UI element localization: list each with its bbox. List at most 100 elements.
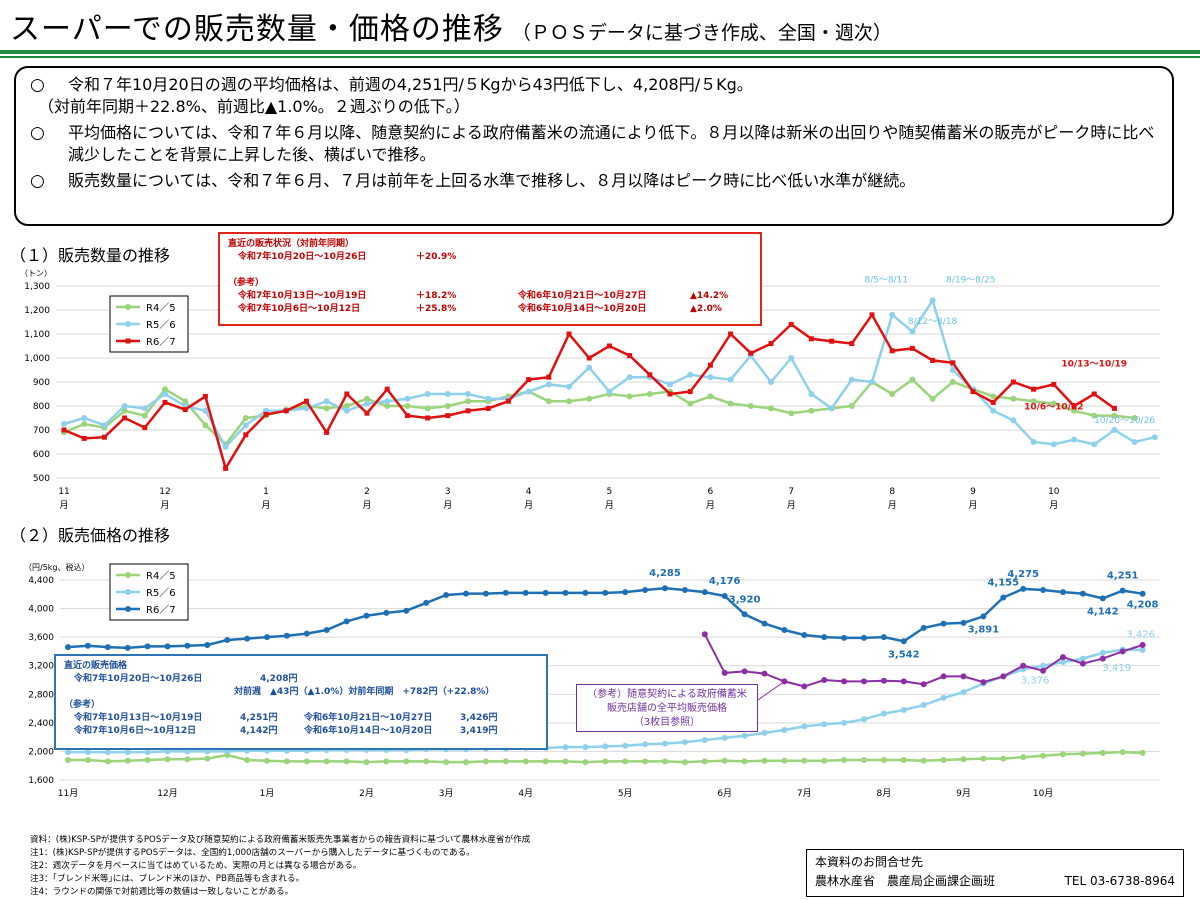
- price-series-point-1: [781, 727, 788, 733]
- price-series-point-2: [264, 634, 270, 641]
- section-1-label: （１）販売数量の推移: [10, 246, 171, 265]
- volume-series-point-0: [1030, 398, 1037, 405]
- price-x-tick-label: 11月: [58, 788, 78, 799]
- volume-legend-marker: [125, 321, 131, 327]
- price-series-point-1: [144, 749, 151, 756]
- price-series-point-0: [1079, 750, 1086, 757]
- price-point-label: 4,275: [1007, 569, 1039, 580]
- volume-legend-label: R4／5: [146, 302, 176, 314]
- price-series-point-0: [542, 758, 549, 765]
- page-title: スーパーでの販売数量・価格の推移 （ＰＯＳデータに基づき作成、全国・週次）: [10, 4, 892, 48]
- price-series-point-2: [761, 620, 768, 627]
- price-series-point-0: [940, 757, 947, 763]
- price-point-label: 4,142: [1087, 606, 1119, 617]
- volume-series-point-0: [1071, 407, 1077, 414]
- price-x-tick-label: 1月: [260, 788, 275, 799]
- price-series-point-0: [383, 758, 390, 765]
- volume-series-point-1: [889, 311, 896, 318]
- volume-series-point-2: [869, 312, 875, 318]
- volume-series-point-2: [889, 348, 895, 354]
- price-legend-label: R4／5: [146, 570, 176, 582]
- volume-series-point-0: [323, 405, 330, 412]
- price-series-point-2: [244, 635, 251, 642]
- price-series-point-1: [582, 744, 589, 751]
- volume-series-point-0: [141, 412, 148, 419]
- volume-x-tick-label: 6: [708, 487, 714, 497]
- price-y-tick-label: 3,600: [28, 633, 54, 643]
- volume-series-point-2: [829, 338, 835, 344]
- price-series-point-0: [741, 758, 748, 765]
- price-r3-value: 4,142円: [240, 726, 278, 736]
- volume-x-tick-unit: 月: [362, 500, 371, 511]
- price-series-point-0: [920, 757, 927, 764]
- price-series-point-1: [662, 740, 668, 747]
- contact-label: 本資料のお問合せ先: [815, 855, 924, 869]
- contact-box: 本資料のお問合せ先 農林水産省 農産局企画課企画班 TEL 03-6738-896…: [806, 849, 1184, 897]
- volume-series-point-2: [223, 465, 229, 471]
- volume-series-point-2: [1051, 381, 1057, 387]
- price-r1-change: 対前週 ▲43円（▲1.0%）対前年同期 +782円（+22.8%）: [234, 687, 495, 697]
- volume-series-point-1: [303, 405, 310, 412]
- price-series-point-2: [184, 642, 191, 649]
- volume-y-tick-label: 1,200: [24, 306, 50, 316]
- volume-series-point-0: [384, 403, 391, 409]
- volume-annotation: 10/6～10/12: [1024, 403, 1083, 413]
- bullet-1-text: 令和７年10月20日の週の平均価格は、前週の4,251円/５Kgから43円低下し…: [68, 75, 753, 94]
- volume-series-point-0: [768, 405, 774, 412]
- volume-series-point-0: [162, 386, 168, 393]
- price-series-point-0: [65, 757, 71, 763]
- price-point-label: 4,208: [1127, 600, 1159, 611]
- volume-series-point-2: [970, 389, 976, 395]
- volume-series-point-2: [445, 413, 451, 419]
- volume-r2-period: 令和7年10月13日～10月19日: [238, 291, 367, 301]
- price-series-point-2: [960, 619, 967, 626]
- price-series-point-1: [642, 741, 649, 748]
- price-series-point-2: [841, 634, 848, 641]
- volume-series-point-2: [687, 389, 693, 395]
- volume-series-point-1: [424, 391, 431, 397]
- price-series-point-2: [124, 644, 131, 651]
- price-r2-prev-period: 令和6年10月21日～10月27日: [304, 713, 433, 723]
- price-series-point-0: [104, 758, 111, 765]
- volume-box-heading: 直近の販売状況（対前年同期）: [228, 239, 355, 249]
- price-point-label: 4,155: [987, 578, 1019, 589]
- price-series-point-2: [1099, 595, 1106, 602]
- volume-series-point-2: [122, 415, 128, 421]
- volume-series-point-0: [202, 422, 209, 429]
- volume-series-point-0: [788, 410, 795, 417]
- volume-annotation: 8/12～8/18: [908, 317, 958, 327]
- volume-series-point-1: [1131, 439, 1138, 445]
- volume-x-tick-label: 12: [159, 487, 170, 497]
- price-series-point-2: [84, 642, 91, 649]
- price-x-tick-label: 5月: [618, 788, 633, 799]
- volume-series-point-1: [869, 379, 875, 385]
- price-series-point-0: [463, 759, 469, 766]
- price-series-point-2: [403, 607, 410, 614]
- volume-series-point-1: [525, 388, 532, 395]
- price-series-point-2: [383, 609, 390, 616]
- price-series-point-0: [502, 758, 509, 765]
- title-main: スーパーでの販売数量・価格の推移: [10, 12, 504, 47]
- price-series-point-0: [721, 757, 728, 764]
- price-series-point-2: [423, 599, 430, 606]
- price-series-point-2: [562, 589, 569, 596]
- footnote-1: 注1：(株)KSP-SPが提供するPOSデータは、全国約1,000店舗のスーパー…: [30, 848, 475, 858]
- price-series-point-3: [861, 678, 867, 685]
- volume-series-point-2: [1091, 391, 1097, 397]
- price-series-point-2: [522, 589, 529, 596]
- volume-r2-prev-value: ▲14.2%: [690, 291, 729, 301]
- volume-series-point-2: [303, 398, 309, 404]
- volume-series-point-2: [647, 372, 653, 378]
- volume-series-point-2: [1031, 386, 1037, 392]
- volume-series-point-0: [424, 405, 431, 412]
- price-series-point-1: [1099, 649, 1106, 656]
- price-point-label: 4,285: [649, 568, 681, 579]
- volume-series-point-1: [667, 381, 673, 388]
- stockpile-line-2: 販売店舗の全平均販売価格: [607, 703, 727, 714]
- price-series-point-1: [622, 742, 629, 749]
- price-point-label: 3,891: [968, 624, 1000, 635]
- price-series-point-0: [1099, 749, 1106, 756]
- volume-series-point-2: [283, 408, 289, 414]
- volume-series-point-1: [990, 407, 997, 414]
